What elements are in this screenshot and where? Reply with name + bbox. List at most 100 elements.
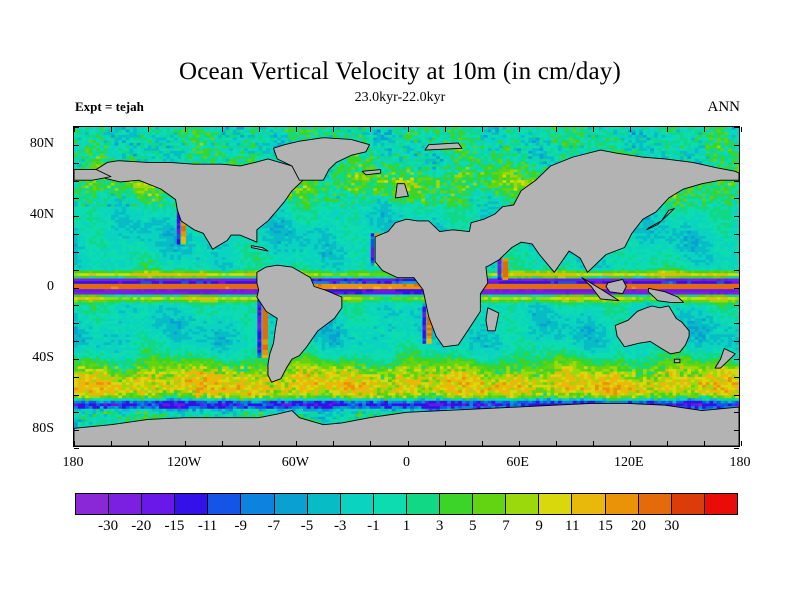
y-tick-mark (734, 287, 739, 289)
x-tick-mark (74, 441, 75, 446)
y-tick-mark (734, 430, 739, 432)
y-tick-mark (734, 305, 739, 307)
y-tick-mark (74, 412, 79, 414)
experiment-label: Expt = tejah (75, 99, 144, 115)
y-tick-mark (734, 341, 739, 342)
landmass-antarctica (74, 403, 739, 446)
colorbar-cell-3 (175, 494, 209, 514)
y-tick-mark (734, 394, 739, 396)
y-tick-mark (74, 305, 79, 307)
colorbar-cell-7 (307, 494, 341, 514)
colorbar-cell-19 (704, 494, 737, 514)
y-tick-mark (74, 180, 79, 182)
y-tick-mark (74, 287, 79, 289)
x-tick-mark (481, 127, 483, 132)
landmass-iceland (361, 169, 382, 176)
landmass-japan (646, 208, 675, 231)
y-tick-mark (74, 216, 79, 218)
y-tick-mark (74, 234, 79, 235)
landmass-new-guinea (648, 287, 685, 303)
x-tick-mark (259, 127, 261, 132)
colorbar-cell-10 (406, 494, 441, 514)
x-tick-mark (555, 441, 557, 446)
y-tick-mark (734, 127, 739, 128)
x-tick-mark (629, 127, 631, 132)
colorbar-cell-9 (373, 494, 407, 514)
x-tick-label-2: 60W (282, 455, 309, 471)
x-tick-mark (444, 441, 446, 446)
y-tick-label-3: 40S (32, 350, 54, 366)
colorbar-cell-6 (274, 494, 308, 514)
x-tick-mark (666, 127, 668, 132)
y-tick-mark (74, 376, 79, 378)
x-tick-mark (481, 441, 483, 446)
y-tick-mark (734, 358, 739, 360)
x-tick-label-5: 120E (614, 455, 644, 471)
figure-subtitle: 23.0kyr-22.0kyr (0, 90, 800, 106)
colorbar-cell-14 (539, 494, 573, 514)
x-tick-mark (222, 441, 224, 446)
y-tick-label-4: 80S (32, 421, 54, 437)
y-tick-label-2: 0 (47, 279, 54, 295)
colorbar-cell-5 (241, 494, 275, 514)
landmass-borneo (605, 278, 627, 295)
colorbar-cell-1 (109, 494, 143, 514)
y-tick-mark (74, 394, 79, 396)
x-tick-mark (296, 127, 298, 132)
colorbar-label-7: -3 (334, 518, 347, 535)
y-tick-mark (74, 341, 79, 342)
colorbar-label-0: -30 (98, 518, 118, 535)
colorbar-cell-17 (638, 494, 672, 514)
x-tick-mark (296, 441, 298, 446)
x-tick-mark (518, 127, 520, 132)
x-tick-mark (555, 127, 557, 132)
colorbar-label-10: 3 (436, 518, 444, 535)
y-tick-mark (734, 376, 739, 378)
x-tick-mark (741, 127, 742, 132)
x-tick-mark (741, 441, 742, 446)
y-tick-mark (74, 198, 79, 200)
landmass-greenland-ice (273, 137, 371, 181)
x-tick-mark (592, 127, 594, 132)
colorbar-label-11: 5 (469, 518, 477, 535)
colorbar-cell-0 (76, 494, 110, 514)
y-tick-mark (74, 127, 79, 128)
landmass-australia (614, 305, 690, 355)
x-tick-mark (407, 127, 409, 132)
y-tick-mark (734, 448, 739, 449)
y-tick-mark (734, 144, 739, 146)
colorbar-label-5: -7 (268, 518, 281, 535)
landmass-britain (394, 183, 409, 199)
y-tick-mark (74, 162, 79, 164)
x-tick-label-4: 60E (506, 455, 529, 471)
colorbar-label-1: -20 (131, 518, 151, 535)
colorbar-label-16: 20 (631, 518, 646, 535)
x-tick-mark (518, 441, 520, 446)
x-tick-mark (703, 441, 705, 446)
x-tick-mark (666, 441, 668, 446)
y-tick-mark (734, 269, 739, 271)
colorbar-label-4: -9 (235, 518, 248, 535)
colorbar-label-2: -15 (164, 518, 184, 535)
colorbar-label-9: 1 (403, 518, 411, 535)
x-tick-label-3: 0 (403, 455, 410, 471)
x-tick-label-6: 180 (730, 455, 751, 471)
y-tick-mark (74, 430, 79, 432)
landmass-south-america (256, 264, 343, 383)
season-label: ANN (708, 99, 741, 116)
y-tick-mark (734, 162, 739, 164)
colorbar-cell-16 (605, 494, 639, 514)
colorbar-label-13: 9 (535, 518, 543, 535)
landmass-new-zealand (714, 348, 736, 369)
y-tick-mark (734, 251, 739, 253)
x-tick-mark (111, 127, 113, 132)
page-title: Ocean Vertical Velocity at 10m (in cm/da… (0, 58, 800, 86)
map-plot-area (73, 126, 742, 449)
y-tick-label-1: 40N (30, 207, 54, 223)
y-tick-mark (734, 180, 739, 182)
x-tick-mark (703, 127, 705, 132)
landmass-madagascar (485, 307, 500, 332)
x-tick-mark (333, 441, 335, 446)
x-tick-mark (629, 441, 631, 446)
y-tick-mark (734, 412, 739, 414)
